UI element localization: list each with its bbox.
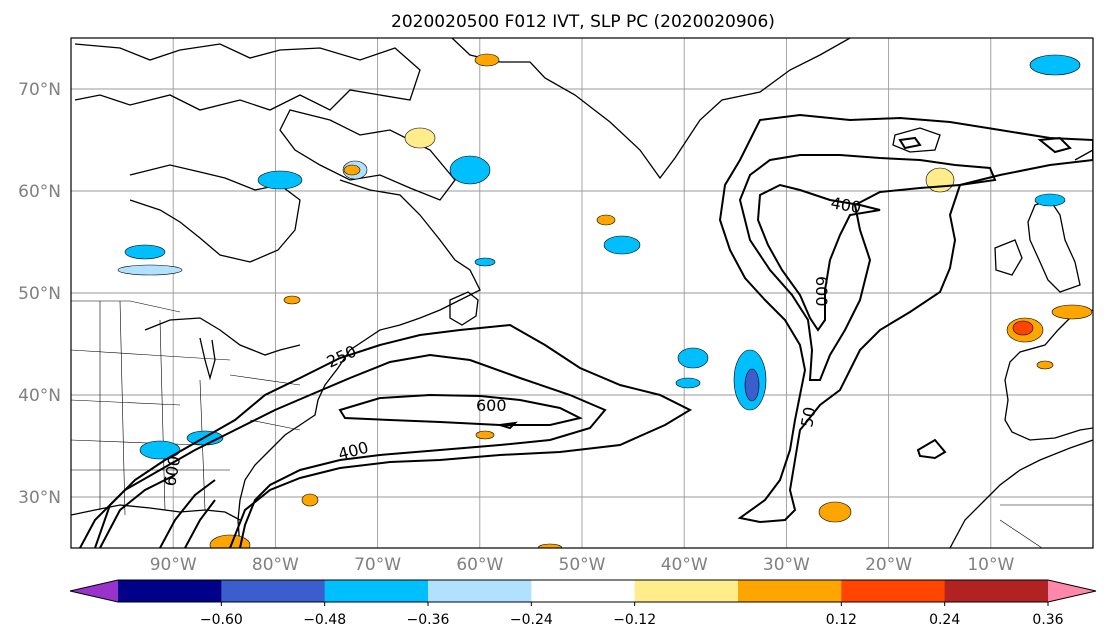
colorbar-tick-label: 0.36 <box>1032 612 1063 628</box>
contour-line <box>159 479 216 548</box>
arctic-islands-coast <box>74 43 421 111</box>
lat-tick-label: 30°N <box>18 488 61 508</box>
contour-label: 50 <box>797 405 819 428</box>
colorbar-tick-label: −0.24 <box>510 612 553 628</box>
shade-blob <box>449 155 491 185</box>
shade-blob <box>475 430 495 440</box>
lon-tick-label: 70°W <box>354 555 401 575</box>
shade-blob <box>603 235 641 255</box>
shade-blob <box>404 127 436 149</box>
shade-blob <box>677 347 709 369</box>
shade-blob <box>474 53 500 67</box>
colorbar-swatch <box>428 580 532 602</box>
shade-blob <box>301 493 319 507</box>
shade-blob <box>925 167 955 193</box>
shade-blob <box>343 164 361 176</box>
colorbar-extend-low <box>70 580 118 602</box>
colorbar-swatch <box>531 580 636 602</box>
lon-tick-label: 20°W <box>865 555 912 575</box>
british-isles-coast <box>1027 199 1081 293</box>
colorbar: −0.60−0.48−0.36−0.24−0.120.120.240.360.4… <box>69 579 1097 628</box>
shade-blob <box>818 501 852 523</box>
colorbar-outline <box>69 579 1097 603</box>
contour-line <box>756 183 881 332</box>
baffin-island-coast <box>279 109 456 201</box>
shade-blob <box>209 534 251 548</box>
map-frame <box>70 37 1094 549</box>
contour-line <box>99 474 176 548</box>
colorbar-swatch <box>944 580 1049 602</box>
colorbar-extend-high <box>1048 580 1096 602</box>
colorbar-tick-label: −0.12 <box>613 612 656 628</box>
shade-blob <box>1036 360 1054 370</box>
great-lakes <box>144 317 301 356</box>
lon-tick-label: 80°W <box>252 555 299 575</box>
colorbar-swatch <box>634 580 739 602</box>
contour-line <box>1037 136 1072 154</box>
greenland-coast <box>451 38 851 180</box>
plot-title: 2020020500 F012 IVT, SLP PC (2020020906) <box>391 12 775 32</box>
contour-line <box>916 438 947 460</box>
shade-blob <box>1034 193 1066 207</box>
shade-blob <box>283 295 301 305</box>
shade-blob <box>1012 320 1034 336</box>
shade-blob <box>474 257 496 267</box>
shade-blob <box>675 377 701 389</box>
shade-blob <box>124 244 166 260</box>
ireland-coast <box>994 239 1023 276</box>
slp-contours <box>79 113 1093 548</box>
lon-tick-label: 90°W <box>150 555 197 575</box>
colorbar-swatch <box>118 580 222 602</box>
shade-blob <box>257 170 303 190</box>
contour-line <box>338 393 583 426</box>
shade-blob <box>596 214 616 226</box>
shade-blob <box>1051 304 1093 320</box>
colorbar-swatch <box>324 580 429 602</box>
lat-tick-label: 40°N <box>18 386 61 406</box>
contour-line <box>79 353 607 548</box>
lon-tick-label: 30°W <box>763 555 810 575</box>
north-africa-coast <box>949 439 1093 548</box>
contour-line <box>184 499 216 548</box>
labrador-coast <box>339 179 481 326</box>
colorbar-swatch <box>841 580 946 602</box>
lat-tick-label: 70°N <box>18 80 61 100</box>
graticule <box>71 38 1093 548</box>
latitude-labels: 70°N 60°N 50°N 40°N 30°N <box>18 80 61 508</box>
contour-line <box>718 113 1093 524</box>
lon-tick-label: 40°W <box>661 555 708 575</box>
colorbar-tick-label: −0.60 <box>200 612 243 628</box>
colorbar-swatch <box>221 580 326 602</box>
scandinavia-coast <box>1074 149 1093 161</box>
shade-blob <box>744 368 760 402</box>
shade-blob <box>1029 54 1081 76</box>
shade-blob <box>537 543 563 548</box>
lon-tick-label: 50°W <box>559 555 606 575</box>
hudson-bay-coast <box>129 164 301 263</box>
lat-tick-label: 50°N <box>18 284 61 304</box>
contour-line <box>499 421 518 430</box>
contour-label: 600 <box>812 276 831 307</box>
colorbar-tick-label: −0.48 <box>303 612 346 628</box>
newfoundland-coast <box>449 291 479 326</box>
lat-tick-label: 60°N <box>18 182 61 202</box>
colorbar-tick-label: 0.12 <box>826 612 857 628</box>
contour-line <box>94 323 693 548</box>
lon-tick-label: 10°W <box>967 555 1014 575</box>
iceland-coast <box>892 127 941 153</box>
longitude-labels: 90°W 80°W 70°W 60°W 50°W 40°W 30°W 20°W 10°W <box>150 555 1015 575</box>
lake-michigan <box>199 337 216 381</box>
us-east-coast <box>237 324 401 548</box>
shade-blob <box>139 440 181 460</box>
contour-line <box>898 136 922 150</box>
contour-label: 600 <box>476 396 507 415</box>
lon-tick-label: 60°W <box>456 555 503 575</box>
iberia-coast <box>1004 309 1093 441</box>
colorbar-swatch <box>738 580 842 602</box>
map-panel: 250 600 400 600 400 600 50 70°N60°N50°N4… <box>18 37 1094 575</box>
colorbar-tick-label: −0.36 <box>407 612 450 628</box>
shade-blob <box>117 264 183 276</box>
colorbar-tick-label: 0.24 <box>929 612 960 628</box>
